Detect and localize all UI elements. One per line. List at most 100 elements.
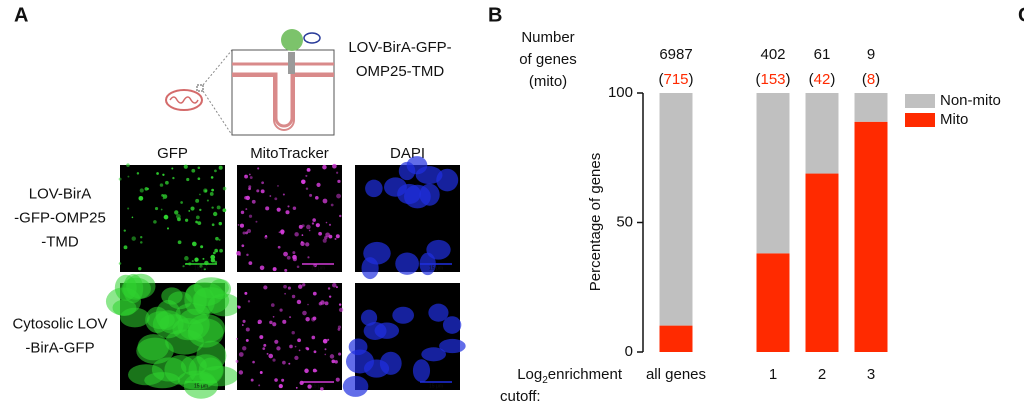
signal — [312, 218, 316, 222]
signal — [259, 371, 263, 374]
signal — [297, 284, 303, 289]
signal — [248, 214, 253, 218]
count-header: Number — [521, 29, 574, 46]
signal — [264, 234, 268, 238]
signal — [276, 346, 281, 351]
signal — [222, 186, 227, 191]
y-axis-label: Percentage of genes — [587, 153, 604, 291]
signal — [324, 353, 327, 356]
signal — [218, 165, 223, 170]
signal — [337, 179, 341, 184]
signal — [307, 384, 312, 389]
bar-segment — [659, 93, 693, 326]
column-header: GFP — [157, 145, 188, 162]
signal — [296, 299, 302, 305]
cell — [180, 355, 207, 376]
legend-label: Mito — [940, 111, 968, 128]
bracket: ( — [862, 71, 867, 88]
total-count: 61 — [814, 46, 831, 63]
signal — [320, 386, 324, 391]
y-tick-label: 0 — [625, 343, 633, 360]
signal — [296, 265, 300, 269]
signal — [195, 198, 200, 203]
signal — [330, 203, 334, 207]
bar-segment — [854, 93, 888, 122]
signal — [127, 175, 130, 178]
signal — [211, 188, 215, 192]
signal — [209, 192, 214, 196]
signal — [244, 195, 248, 200]
signal — [242, 231, 246, 235]
signal — [289, 316, 292, 319]
signal — [159, 183, 164, 187]
signal — [282, 360, 286, 365]
signal — [186, 177, 190, 182]
bracket: ( — [809, 71, 814, 88]
signal — [270, 303, 275, 307]
signal — [268, 353, 274, 359]
micrograph: 15 μm — [236, 163, 342, 272]
scale-bar-label: 15 μm — [311, 265, 325, 271]
nucleus — [439, 338, 466, 354]
legend-swatch — [905, 113, 935, 127]
signal — [324, 348, 327, 351]
signal — [294, 355, 299, 360]
signal — [127, 207, 130, 210]
signal — [165, 180, 169, 185]
nucleus — [395, 252, 419, 275]
signal — [245, 231, 249, 235]
x-axis-label: cutoff: — [500, 388, 541, 405]
signal — [294, 345, 297, 348]
signal — [263, 343, 267, 347]
signal — [171, 167, 174, 170]
signal — [305, 317, 310, 322]
signal — [250, 378, 254, 382]
signal — [156, 172, 159, 175]
signal — [258, 384, 261, 387]
micrograph: 15 μm — [235, 282, 344, 391]
bracket: ) — [875, 71, 880, 88]
x-tick-label: 3 — [867, 366, 875, 383]
signal — [202, 257, 205, 260]
row-label: -TMD — [41, 233, 79, 250]
signal — [238, 352, 244, 357]
signal — [285, 210, 290, 215]
signal — [336, 171, 339, 174]
mito-count: (153) — [755, 71, 790, 88]
signal — [272, 267, 277, 272]
bracket: ) — [786, 71, 791, 88]
signal — [153, 220, 157, 224]
row-label: LOV-BirA — [29, 185, 92, 202]
signal — [325, 221, 328, 224]
signal — [241, 324, 244, 326]
signal — [262, 347, 266, 351]
nucleus — [348, 338, 368, 356]
signal — [216, 205, 221, 210]
signal — [336, 193, 341, 199]
signal — [255, 220, 258, 223]
micrograph: 15 μm — [105, 273, 241, 399]
signal — [214, 260, 218, 264]
signal — [136, 172, 140, 175]
cell — [136, 337, 174, 364]
signal — [131, 236, 136, 241]
signal — [294, 232, 299, 237]
signal — [322, 198, 328, 204]
signal — [260, 189, 265, 194]
signal — [292, 251, 296, 255]
signal — [257, 319, 262, 325]
nucleus — [403, 184, 431, 209]
mito-count: (42) — [809, 71, 836, 88]
nucleus — [406, 156, 428, 175]
signal — [295, 386, 298, 389]
signal — [279, 308, 283, 312]
signal — [286, 255, 291, 260]
signal — [309, 193, 313, 197]
signal — [162, 173, 165, 176]
signal — [307, 256, 310, 259]
mito-count-value: 715 — [663, 71, 688, 88]
signal — [192, 241, 196, 246]
bracket: ( — [755, 71, 760, 88]
signal — [284, 292, 286, 295]
signal — [191, 259, 194, 263]
